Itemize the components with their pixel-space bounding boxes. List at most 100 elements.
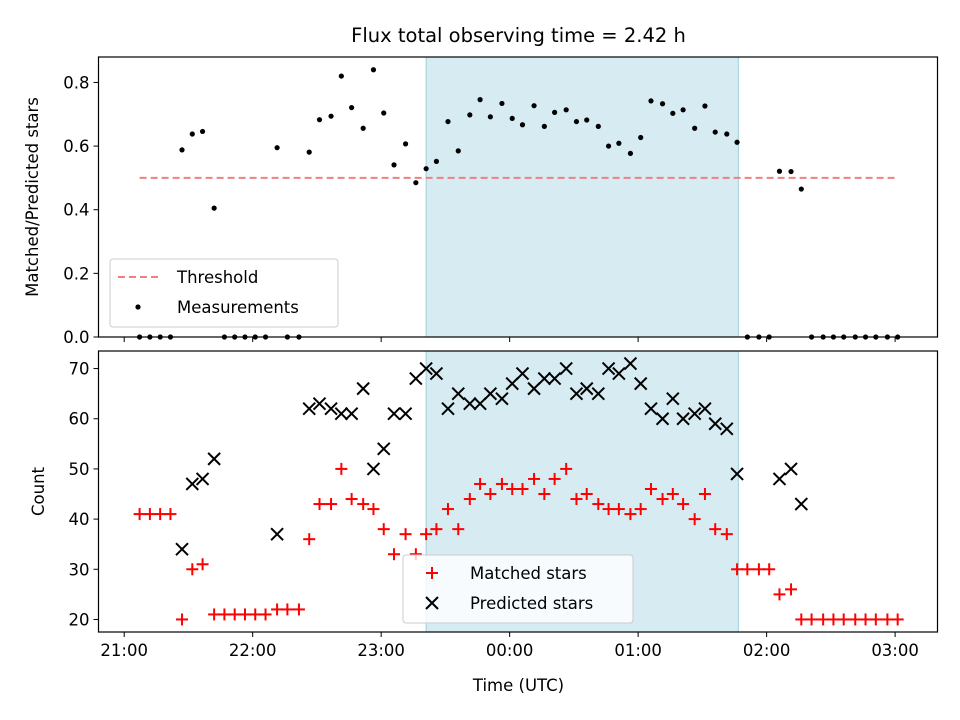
measurement-point [519, 122, 526, 128]
matched-star-point [741, 563, 754, 576]
matched-star-point [785, 583, 798, 596]
count-legend-box [402, 554, 634, 624]
predicted-star-point [730, 467, 744, 481]
matched-star-point [325, 498, 338, 511]
predicted-star-point [644, 401, 658, 416]
measurement-point [402, 141, 409, 147]
matched-star-point [773, 588, 786, 601]
matched-star-point [196, 558, 209, 571]
matched-star-point [837, 613, 850, 626]
matched-star-point [688, 513, 701, 526]
matched-star-point [570, 493, 583, 506]
matched-star-point [292, 603, 305, 616]
matched-star-point [463, 493, 476, 506]
measurement-point [413, 180, 419, 186]
predicted-star-point [429, 366, 444, 381]
predicted-star-point [387, 407, 401, 421]
measurement-point [445, 118, 451, 125]
predicted-star-point [666, 391, 680, 406]
predicted-star-point [612, 366, 626, 381]
matched-star-point [484, 488, 497, 501]
matched-star-point [849, 613, 862, 626]
matched-star-point [881, 613, 894, 626]
measurement-point [712, 129, 718, 135]
measurement-point [189, 131, 195, 137]
count-legend: Matched stars Predicted stars [402, 554, 634, 624]
predicted-star-point [580, 381, 594, 396]
measurement-points [137, 67, 901, 340]
ratio-y-tick-label: 0.6 [63, 137, 89, 156]
matched-star-point [827, 613, 840, 626]
matched-star-point [528, 472, 541, 485]
ratio-y-tick-label: 0.0 [63, 328, 89, 347]
measurement-point [659, 101, 666, 107]
predicted-star-point [794, 497, 809, 511]
matched-star-point [698, 488, 711, 501]
matched-star-point [644, 482, 657, 495]
measurement-point [648, 98, 654, 104]
predicted-star-point [344, 407, 359, 421]
measurement-point [199, 128, 206, 135]
matched-star-point [249, 608, 262, 621]
count-x-tick-label: 03:00 [871, 641, 919, 660]
ratio-y-axis-label: Matched/Predicted stars [23, 97, 42, 297]
matched-star-point [817, 613, 830, 626]
measurement-point [477, 97, 483, 103]
matched-star-point [580, 488, 593, 501]
ratio-panel: 0.0 0.2 0.4 0.6 0.8 Matched/Predicted stars [23, 56, 939, 347]
measurement-point [338, 73, 344, 79]
predicted-star-point [356, 381, 370, 396]
predicted-star-point [409, 371, 423, 386]
matched-star-point [592, 498, 605, 511]
matched-star-point [176, 613, 189, 626]
measurement-point [627, 150, 634, 157]
measurement-point [573, 118, 580, 125]
matched-star-point [624, 508, 637, 521]
measurement-point [370, 67, 377, 73]
measurement-point [702, 103, 708, 109]
predicted-star-point [708, 417, 722, 431]
predicted-star-point [483, 386, 498, 401]
measurement-point [776, 168, 783, 174]
measurement-point [381, 110, 387, 116]
matched-star-point [271, 603, 284, 616]
predicted-star-point [784, 462, 798, 476]
predicted-star-point [270, 527, 284, 541]
ratio-y-ticks: 0.0 0.2 0.4 0.6 0.8 [63, 73, 99, 347]
matched-star-point [388, 548, 401, 561]
count-x-tick-label: 23:00 [357, 641, 405, 660]
predicted-star-point [655, 412, 670, 426]
predicted-star-point [195, 472, 210, 486]
count-x-ticks: 21:00 22:00 23:00 00:00 01:00 02:00 03:00 [100, 632, 919, 660]
ratio-y-tick-label: 0.2 [63, 264, 89, 283]
count-y-tick-label: 60 [69, 410, 90, 429]
measurement-point [487, 114, 493, 120]
matched-star-point [506, 482, 519, 495]
matched-star-point [420, 528, 433, 541]
matched-star-point [720, 528, 733, 541]
predicted-star-point [505, 376, 519, 391]
predicted-legend-swatch [425, 596, 439, 610]
measurement-point [433, 158, 440, 164]
predicted-star-point [720, 422, 734, 436]
matched-star-point [367, 503, 380, 516]
ratio-legend: Threshold Measurements [109, 258, 339, 328]
predicted-star-point [473, 396, 487, 411]
count-x-tick-label: 22:00 [229, 641, 277, 660]
matched-star-point [731, 563, 744, 576]
matched-star-point [795, 613, 808, 626]
matched-star-point [763, 563, 776, 576]
count-x-tick-label: 00:00 [486, 641, 534, 660]
predicted-star-point [569, 386, 584, 401]
matched-star-point [891, 613, 904, 626]
predicted-star-point [527, 381, 541, 396]
matched-star-point [259, 608, 272, 621]
predicted-star-point [302, 401, 316, 416]
measurement-point [724, 131, 730, 137]
measurement-point [638, 134, 644, 141]
matched-star-point [133, 508, 146, 521]
predicted-star-point [185, 477, 200, 491]
count-y-ticks: 20 30 40 50 60 70 [69, 360, 99, 629]
measurement-point [788, 168, 794, 175]
